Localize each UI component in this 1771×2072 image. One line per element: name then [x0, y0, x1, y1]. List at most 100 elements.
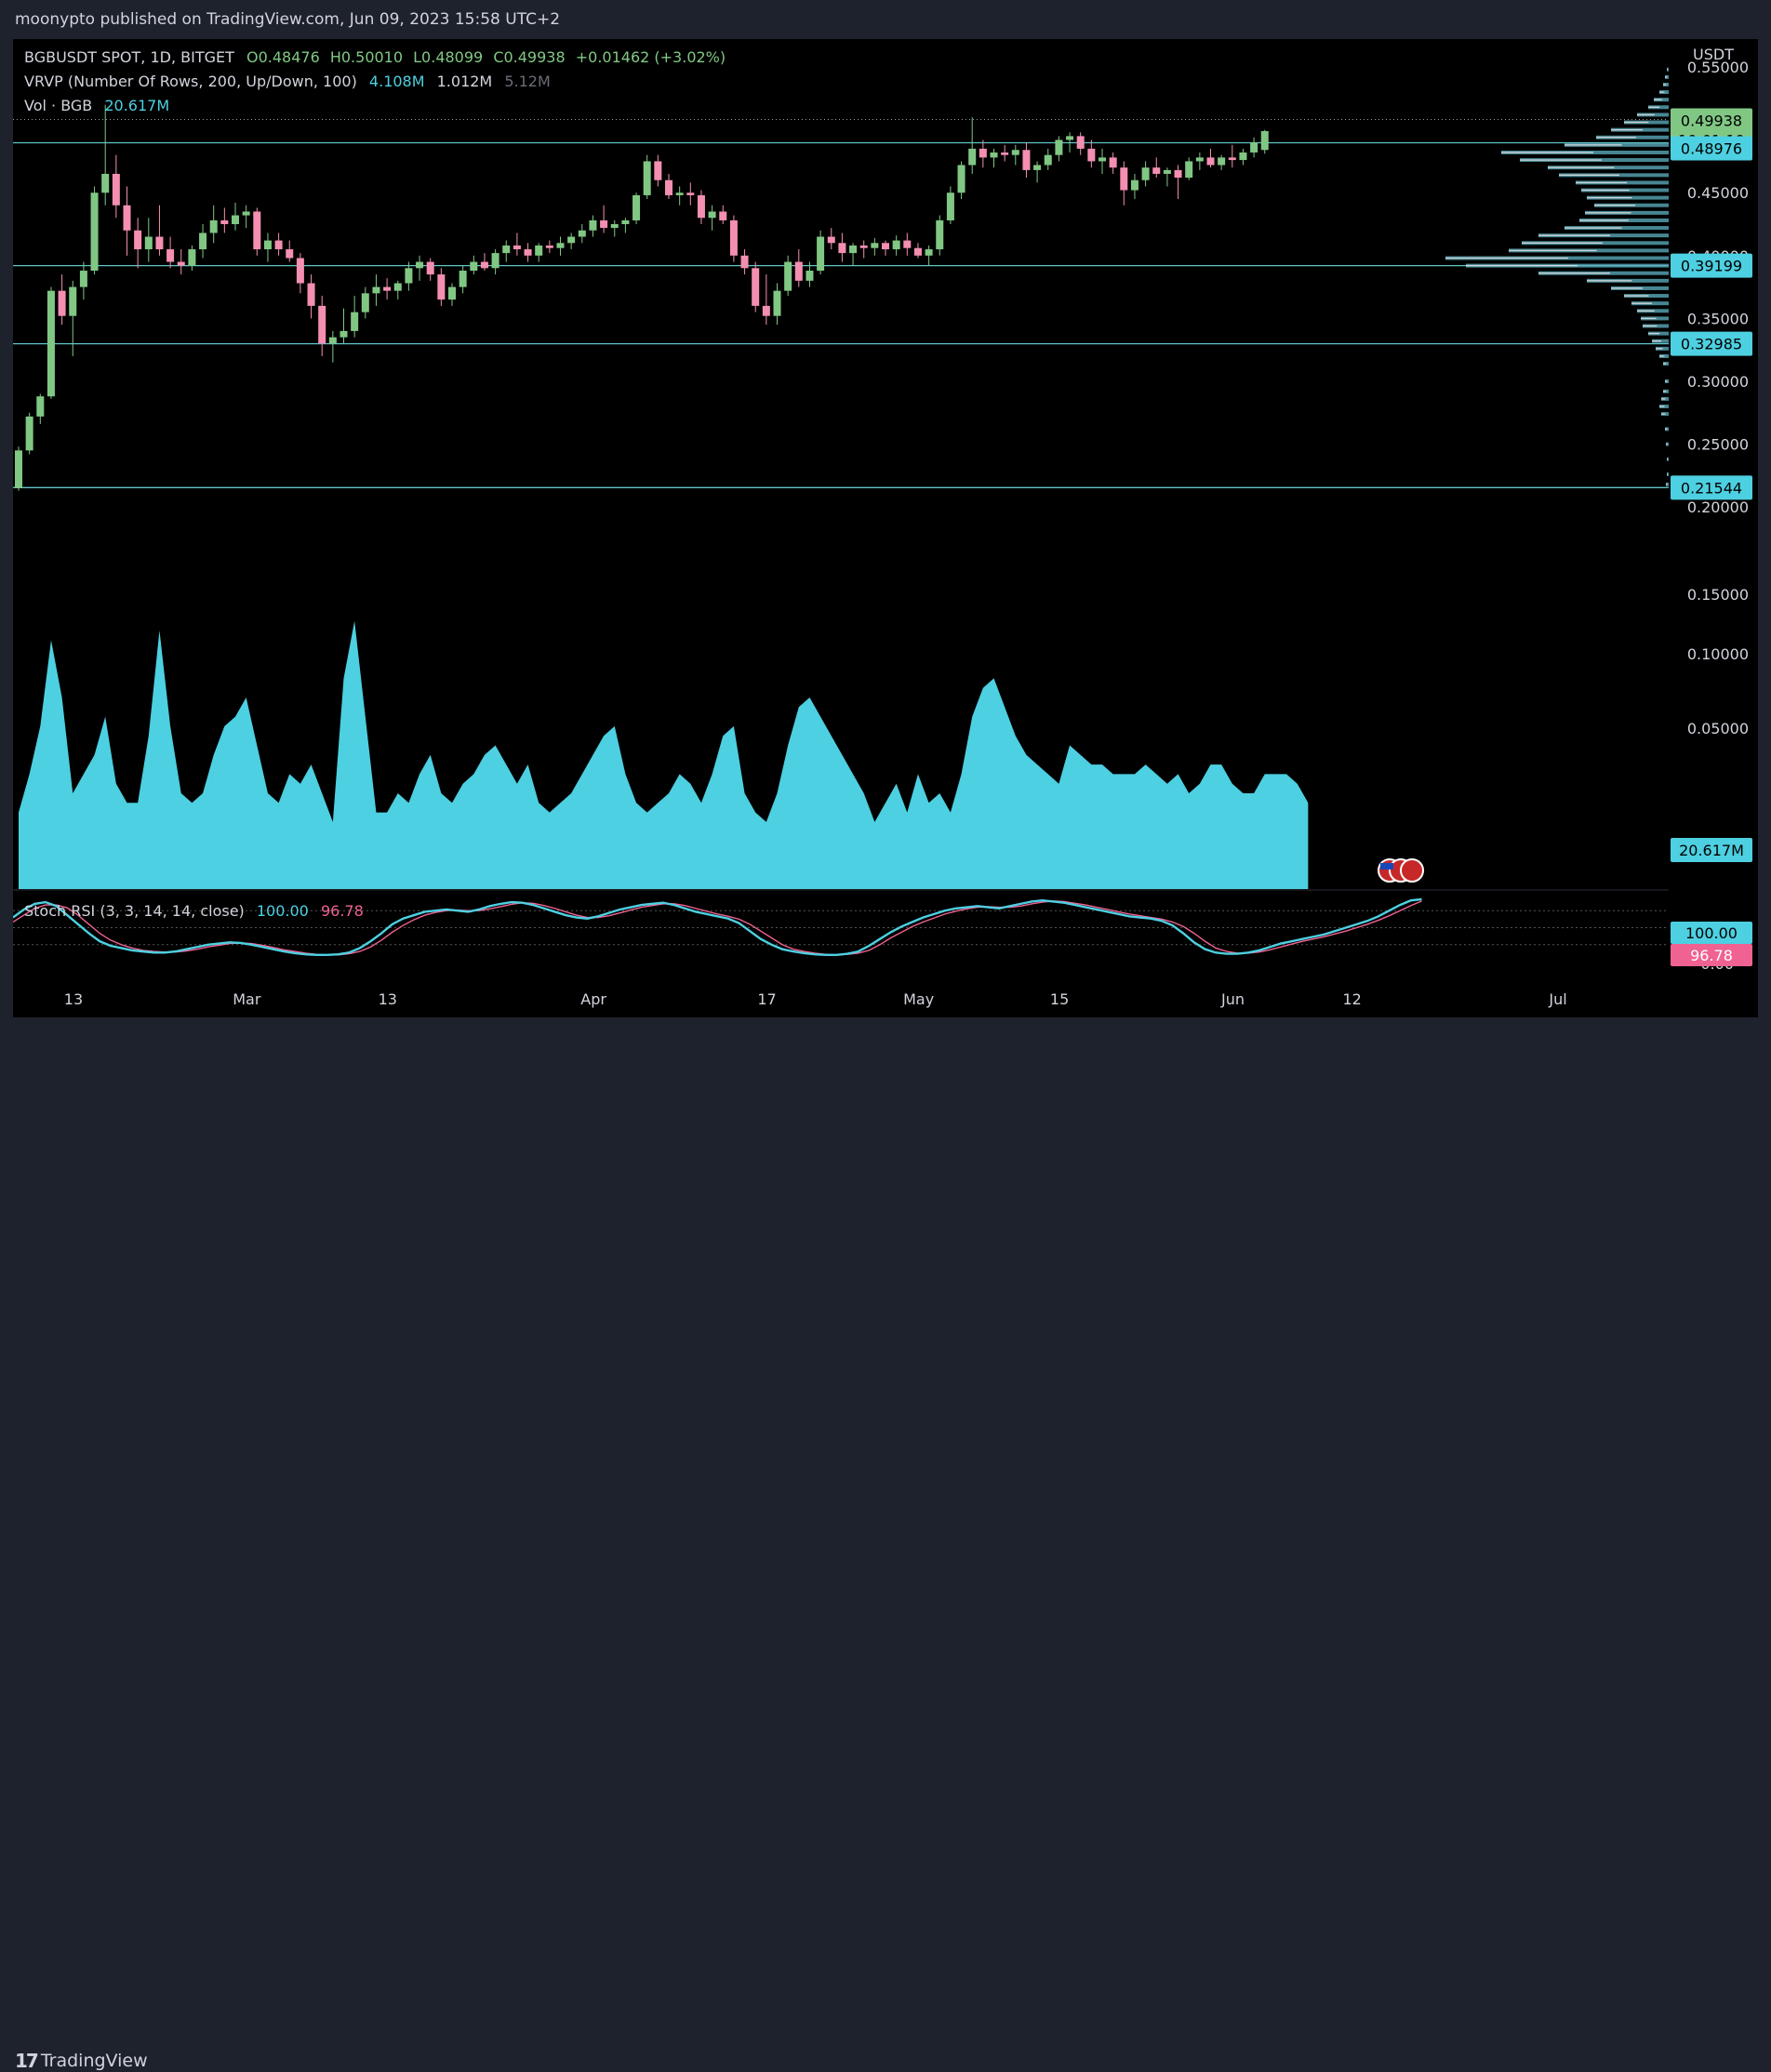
candle-down — [686, 193, 695, 195]
profile-row-down — [1579, 219, 1629, 221]
candle-up — [589, 219, 597, 231]
date-tick-label: Jun — [1220, 990, 1245, 1008]
vrvp-legend[interactable]: VRVP (Number Of Rows, 200, Up/Down, 100)… — [24, 73, 558, 90]
level-price-label[interactable]: 0.21544 — [1681, 479, 1742, 497]
candle-up — [448, 286, 456, 300]
profile-row-down — [1631, 302, 1652, 304]
vrvp-down-value: 1.012M — [436, 73, 493, 90]
candle-down — [1087, 148, 1096, 162]
us-flag-icon[interactable] — [1400, 858, 1424, 883]
vrvp-label[interactable]: VRVP (Number Of Rows, 200, Up/Down, 100) — [24, 73, 357, 90]
candle-up — [849, 246, 858, 254]
profile-row-down — [1665, 428, 1668, 431]
candle-up — [610, 224, 619, 229]
stoch-legend[interactable]: Stoch RSI (3, 3, 14, 14, close) 100.00 9… — [24, 902, 371, 920]
profile-row-down — [1466, 264, 1578, 267]
candle-down — [827, 236, 835, 244]
candle-down — [318, 305, 326, 344]
profile-row-down — [1667, 69, 1669, 71]
chart-area[interactable]: USDT0.550000.450000.400000.350000.300000… — [12, 39, 1758, 1017]
profile-row-down — [1659, 91, 1665, 93]
candle-up — [416, 261, 424, 269]
price-tick-label: 0.10000 — [1687, 645, 1749, 663]
volume-label[interactable]: Vol · BGB — [24, 97, 93, 114]
candle-up — [328, 337, 337, 344]
candle-up — [957, 165, 965, 193]
candle-up — [263, 240, 272, 250]
footer-bar: 17 TradingView — [0, 1017, 1771, 2072]
profile-row-down — [1624, 121, 1649, 124]
candle-down — [665, 179, 672, 195]
horizontal-levels — [13, 118, 1669, 488]
level-price-label[interactable]: 0.32985 — [1681, 336, 1742, 353]
candle-up — [25, 416, 33, 451]
symbol-name[interactable]: BGBUSDT SPOT, 1D, BITGET — [24, 48, 234, 66]
level-price-label[interactable]: 0.39199 — [1681, 258, 1742, 275]
profile-row-down — [1648, 332, 1660, 335]
candle-down — [1152, 167, 1161, 174]
stoch-k-value: 100.00 — [256, 902, 309, 920]
candle-down — [1120, 167, 1128, 191]
candle-down — [426, 261, 434, 275]
candle-down — [177, 261, 185, 266]
publication-header: moonypto published on TradingView.com, J… — [0, 0, 1771, 39]
candle-up — [675, 193, 684, 195]
profile-row-down — [1659, 355, 1665, 357]
candle-up — [209, 219, 218, 233]
chart-svg[interactable]: USDT0.550000.450000.400000.350000.300000… — [12, 39, 1758, 1017]
level-price-label[interactable]: 0.48976 — [1681, 139, 1742, 157]
stoch-k-label[interactable]: 100.00 — [1685, 924, 1738, 942]
price-tick-label: 0.25000 — [1687, 436, 1749, 454]
candle-up — [188, 249, 196, 266]
candle-up — [47, 290, 55, 397]
candle-down — [903, 240, 912, 248]
profile-row-down — [1565, 144, 1622, 146]
date-tick-label: Apr — [580, 990, 606, 1008]
profile-row-down — [1520, 159, 1602, 161]
vrvp-total-value: 5.12M — [504, 73, 551, 90]
tradingview-logo[interactable]: 17 TradingView — [15, 2050, 148, 2072]
candle-up — [69, 286, 77, 316]
event-flags[interactable] — [1378, 858, 1424, 883]
candle-down — [1206, 157, 1215, 166]
profile-row-down — [1576, 181, 1627, 184]
published-by-text: moonypto published on TradingView.com, J… — [15, 10, 561, 29]
candle-down — [719, 211, 727, 220]
profile-row-down — [1565, 227, 1622, 229]
profile-row-down — [1643, 325, 1658, 327]
candle-up — [1218, 157, 1226, 166]
volume-value-label[interactable]: 20.617M — [1679, 842, 1744, 859]
level-price-label-bg — [1671, 475, 1752, 500]
candle-up — [632, 194, 641, 220]
volume-profile — [1445, 67, 1669, 486]
candle-up — [817, 236, 825, 272]
candle-down — [274, 240, 283, 250]
symbol-legend[interactable]: BGBUSDT SPOT, 1D, BITGET O0.48476 H0.500… — [24, 48, 733, 66]
date-tick-label: 12 — [1342, 990, 1361, 1008]
volume-legend[interactable]: Vol · BGB 20.617M — [24, 97, 177, 114]
candle-down — [296, 258, 304, 284]
level-price-label-bg — [1671, 331, 1752, 356]
profile-row-down — [1663, 363, 1667, 365]
stoch-label[interactable]: Stoch RSI (3, 3, 14, 14, close) — [24, 902, 245, 920]
candle-up — [968, 148, 977, 166]
profile-row-down — [1663, 84, 1667, 86]
ohlc-change: +0.01462 (+3.02%) — [575, 48, 726, 66]
tradingview-brand-text: TradingView — [40, 2051, 148, 2071]
volume-histogram — [19, 620, 1309, 889]
candle-down — [545, 246, 553, 248]
date-axis: 13 Mar 13 Apr 17 May 15 Jun 12 Jul — [64, 990, 1567, 1008]
candle-down — [740, 255, 749, 269]
volume-area — [19, 620, 1309, 889]
date-tick-label: 17 — [757, 990, 776, 1008]
stoch-d-value: 96.78 — [320, 902, 364, 920]
candle-down — [155, 236, 164, 250]
candle-up — [393, 283, 402, 291]
profile-row-down — [1624, 295, 1649, 297]
stoch-d-label[interactable]: 96.78 — [1690, 947, 1733, 964]
profile-row-down — [1538, 234, 1610, 236]
candle-up — [1250, 142, 1258, 153]
us-flag-icon — [1380, 863, 1393, 870]
last-price-label[interactable]: 0.49938 — [1681, 112, 1742, 129]
candle-up — [621, 219, 630, 225]
